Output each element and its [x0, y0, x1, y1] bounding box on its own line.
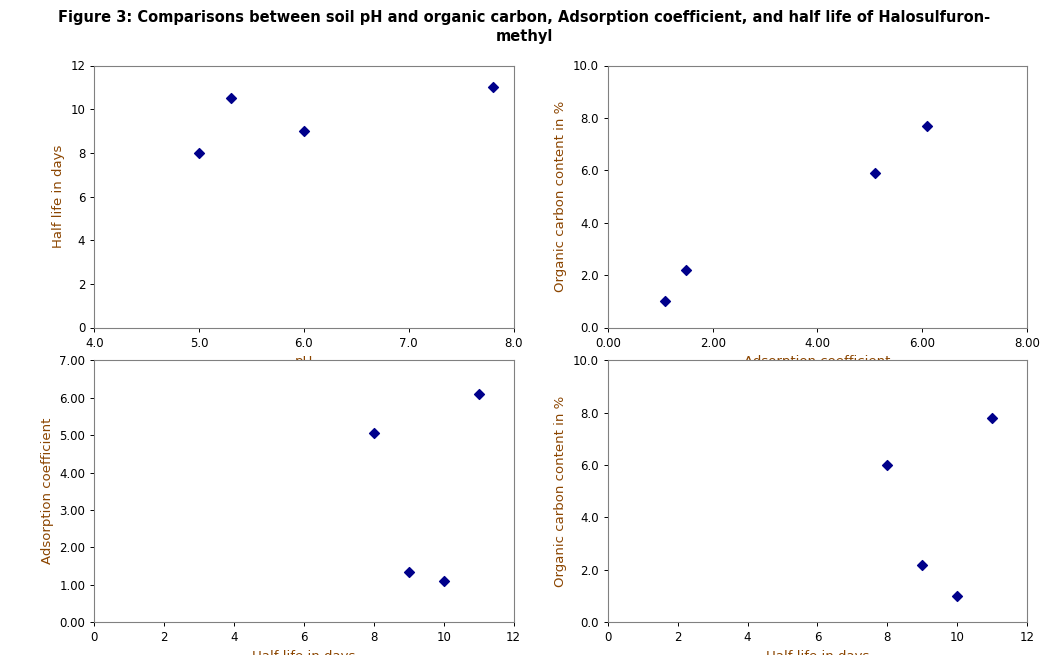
Y-axis label: Adsorption coefficient: Adsorption coefficient: [41, 418, 53, 565]
X-axis label: pH: pH: [294, 355, 313, 368]
Point: [484, 82, 501, 92]
Point: [867, 168, 883, 178]
Point: [948, 591, 965, 601]
Point: [400, 567, 417, 577]
Point: [984, 413, 1001, 423]
Y-axis label: Organic carbon content in %: Organic carbon content in %: [554, 396, 567, 587]
Point: [914, 559, 931, 570]
Point: [471, 388, 487, 399]
Point: [191, 147, 208, 158]
Text: methyl: methyl: [496, 29, 552, 45]
Point: [879, 460, 896, 470]
Point: [296, 126, 312, 136]
Point: [678, 265, 695, 275]
X-axis label: Half life in days: Half life in days: [766, 650, 869, 655]
X-axis label: Half life in days: Half life in days: [253, 650, 355, 655]
Point: [657, 296, 674, 307]
Point: [435, 576, 452, 586]
Y-axis label: Organic carbon content in %: Organic carbon content in %: [554, 101, 567, 292]
Y-axis label: Half life in days: Half life in days: [51, 145, 65, 248]
Point: [919, 121, 936, 131]
X-axis label: Adsorption coefficient: Adsorption coefficient: [744, 355, 891, 368]
Point: [222, 93, 239, 103]
Text: Figure 3: Comparisons between soil pH and organic carbon, Adsorption coefficient: Figure 3: Comparisons between soil pH an…: [58, 10, 990, 25]
Point: [366, 428, 383, 438]
